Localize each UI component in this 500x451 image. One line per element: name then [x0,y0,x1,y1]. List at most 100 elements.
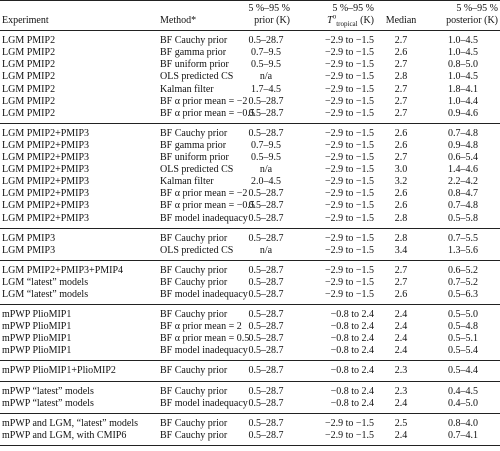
tropical-cell: −2.9 to −1.5 [324,59,374,71]
tropical-cell: −2.9 to −1.5 [324,276,374,288]
tropical-cell: −2.9 to −1.5 [324,47,374,59]
prior-cell: 0.5–28.7 [248,107,284,119]
tropical-cell: −0.8 to 2.4 [330,333,374,345]
prior-cell: 0.5–28.7 [248,417,284,429]
method-cell: BF model inadequacy [160,397,248,409]
tropical-cell: −2.9 to −1.5 [324,83,374,95]
experiment-cell: LGM PMIP2 [2,59,56,71]
method-cell: BF Cauchy prior [160,264,228,276]
method-cell: BF Cauchy prior [160,276,228,288]
prior-cell: 0.5–28.7 [248,333,284,345]
tropical-cell: −0.8 to 2.4 [330,397,374,409]
tropical-cell: −2.9 to −1.5 [324,107,374,119]
row-group: LGM PMIP2+PMIP3+PMIP4 BF Cauchy prior 0.5–… [0,260,500,304]
posterior-cell: 0.9–4.8 [448,139,478,151]
tropical-cell: −2.9 to −1.5 [324,139,374,151]
method-cell: BF Cauchy prior [160,365,228,377]
median-cell: 2.4 [394,333,408,345]
posterior-cell: 0.8–5.0 [448,59,478,71]
prior-cell: 2.0–4.5 [251,176,281,188]
table-row: LGM PMIP2 BF Cauchy prior 0.5–28.7 −2.9 to … [0,31,500,48]
posterior-cell: 0.4–5.0 [448,397,478,409]
posterior-cell: 0.9–4.6 [448,107,478,119]
prior-cell: 0.5–9.5 [251,59,281,71]
experiment-cell: LGM PMIP2 [2,83,56,95]
experiment-cell: LGM PMIP3 [2,244,56,256]
experiment-cell: LGM PMIP2+PMIP3 [2,200,90,212]
table-row: mPWP PlioMIP1+PlioMIP2 BF Cauchy prior 0.5… [0,361,500,381]
prior-cell: 0.5–28.7 [248,365,284,377]
header-symbol: T [327,15,333,27]
method-cell: BF Cauchy prior [160,309,228,321]
tropical-cell: −2.9 to −1.5 [324,188,374,200]
tropical-cell: −2.9 to −1.5 [324,212,374,224]
header-cell: 5 %–95 % Totropical (K) [292,0,376,32]
tropical-cell: −2.9 to −1.5 [324,232,374,244]
median-cell: 3.2 [394,176,408,188]
posterior-cell: 0.8–4.7 [448,188,478,200]
table-row: mPWP PlioMIP1 BF α prior mean = 0.5 0.5–28… [0,333,500,345]
posterior-cell: 0.4–4.5 [448,385,478,397]
experiment-cell: mPWP “latest” models [2,385,94,397]
method-cell: BF α prior mean = 0.5 [160,333,250,345]
tropical-cell: −2.9 to −1.5 [324,264,374,276]
experiment-cell: mPWP PlioMIP1 [2,333,72,345]
prior-cell: 0.5–28.7 [248,35,284,47]
experiment-cell: mPWP and LGM, “latest” models [2,417,138,429]
median-cell: 2.7 [394,107,408,119]
posterior-cell: 1.4–4.6 [448,164,478,176]
median-cell: 2.4 [394,321,408,333]
header-cell: 5 %–95 % prior (K) [240,0,292,32]
table-row: LGM PMIP2+PMIP3 BF gamma prior 0.7–9.5 −2.9… [0,140,500,152]
table-row: LGM PMIP2+PMIP3 BF α prior mean = −0.5 0.5… [0,200,500,212]
method-cell: BF α prior mean = −2 [160,95,248,107]
experiment-cell: mPWP PlioMIP1 [2,309,72,321]
method-cell: BF Cauchy prior [160,417,228,429]
prior-cell: 0.7–9.5 [251,139,281,151]
method-cell: BF uniform prior [160,152,229,164]
median-cell: 2.7 [394,59,408,71]
table-row: mPWP and LGM, with CMIP6 BF Cauchy prior 0… [0,430,500,446]
method-cell: BF Cauchy prior [160,232,228,244]
experiment-cell: LGM PMIP2+PMIP3 [2,127,90,139]
prior-cell: n/a [259,164,273,176]
method-cell: BF Cauchy prior [160,127,228,139]
median-cell: 2.8 [394,212,408,224]
table-row: LGM PMIP2+PMIP3 BF uniform prior 0.5–9.5 −2… [0,152,500,164]
tropical-cell: −2.9 to −1.5 [324,429,374,441]
median-cell: 2.8 [394,232,408,244]
experiment-cell: LGM PMIP2+PMIP3 [2,139,90,151]
tropical-cell: −2.9 to −1.5 [324,35,374,47]
method-cell: BF uniform prior [160,59,229,71]
method-cell: BF model inadequacy [160,212,248,224]
table-row: mPWP PlioMIP1 BF Cauchy prior 0.5–28.7 −0.8… [0,305,500,322]
method-cell: Kalman filter [160,83,214,95]
header-text: posterior (K) [446,15,498,27]
table-row: LGM PMIP2+PMIP3 BF Cauchy prior 0.5–28.7 −2… [0,123,500,140]
table-row: LGM PMIP3 OLS predicted CS n/a −2.9 to −1.5… [0,245,500,261]
method-cell: OLS predicted CS [160,164,234,176]
posterior-cell: 2.2–4.2 [448,176,478,188]
posterior-cell: 0.6–5.4 [448,152,478,164]
posterior-cell: 0.5–6.3 [448,288,478,300]
prior-cell: 0.5–28.7 [248,95,284,107]
prior-cell: 0.5–28.7 [248,276,284,288]
table-row: LGM PMIP2 BF uniform prior 0.5–9.5 −2.9 to … [0,59,500,71]
header-cell: Experiment [0,0,158,32]
median-cell: 2.7 [394,95,408,107]
experiment-cell: mPWP and LGM, with CMIP6 [2,429,127,441]
posterior-cell: 0.6–5.2 [448,264,478,276]
row-group: LGM PMIP2+PMIP3 BF Cauchy prior 0.5–28.7 −2… [0,123,500,228]
table-row: LGM “latest” models BF model inadequacy 0.… [0,289,500,305]
experiment-cell: LGM PMIP2 [2,95,56,107]
table-header: Experiment Method* 5 %–95 % prior (K) 5 %… [0,0,500,32]
prior-cell: 0.5–28.7 [248,385,284,397]
experiment-cell: mPWP PlioMIP1+PlioMIP2 [2,365,116,377]
experiment-cell: LGM “latest” models [2,288,89,300]
prior-cell: 0.5–28.7 [248,429,284,441]
table-row: LGM PMIP2 OLS predicted CS n/a −2.9 to −1.5… [0,71,500,83]
median-cell: 2.7 [394,152,408,164]
row-group: mPWP PlioMIP1+PlioMIP2 BF Cauchy prior 0.5… [0,360,500,381]
tropical-cell: −2.9 to −1.5 [324,417,374,429]
